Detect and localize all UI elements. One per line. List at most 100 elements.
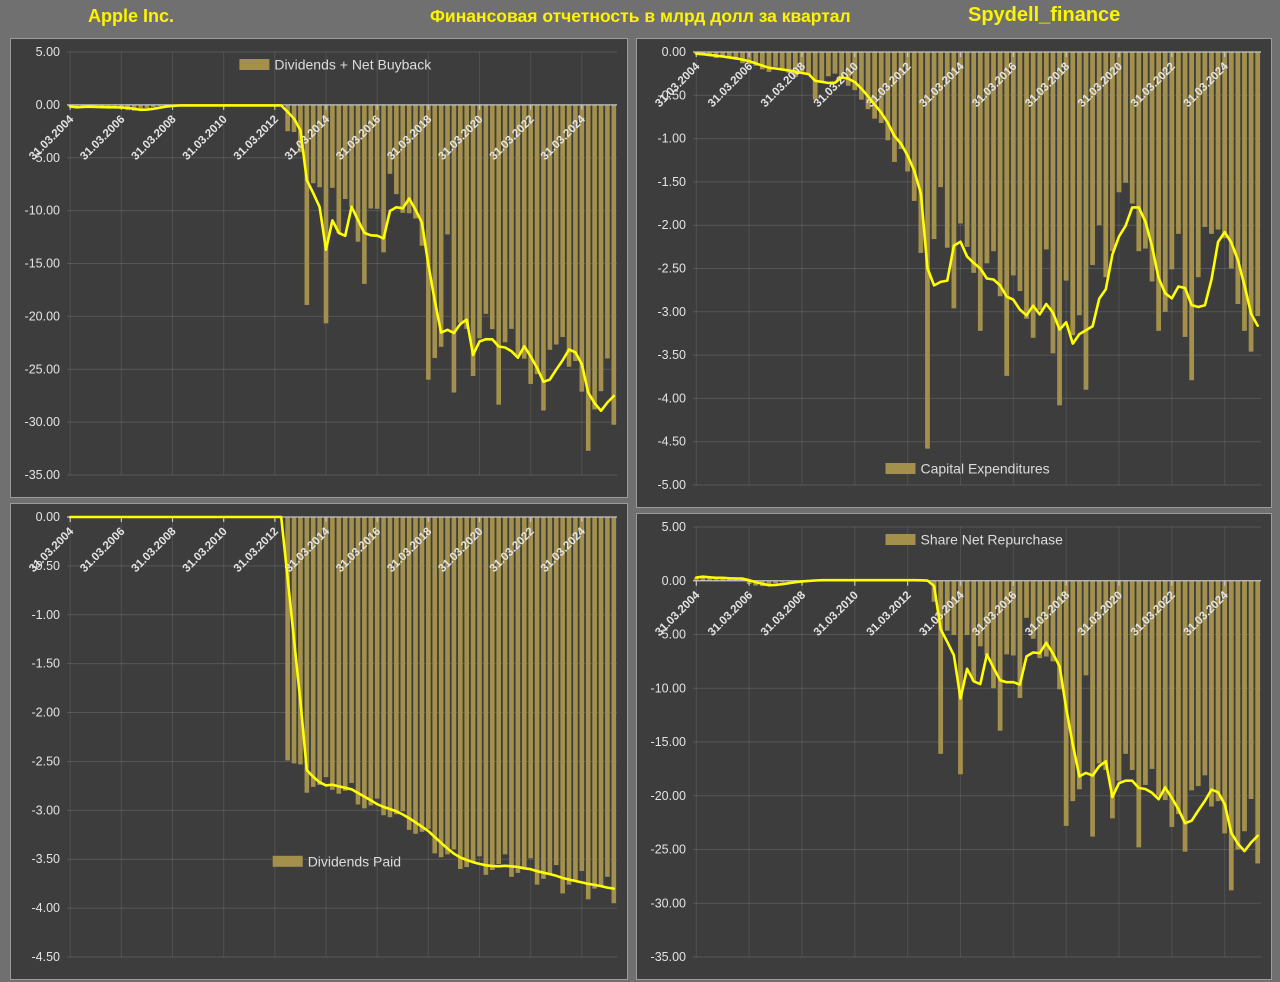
x-axis-label: 31.03.2010 <box>181 114 230 163</box>
legend-swatch <box>885 534 916 545</box>
y-axis-label: -0.50 <box>658 88 687 102</box>
bar <box>964 52 970 247</box>
bar <box>1076 580 1082 790</box>
bar <box>394 104 399 195</box>
x-axis-label: 31.03.2010 <box>812 589 861 638</box>
bar <box>400 104 406 213</box>
bar <box>585 104 591 451</box>
bar <box>693 577 699 581</box>
bar <box>898 52 904 149</box>
bar <box>1215 52 1221 230</box>
bar <box>304 517 310 793</box>
bar <box>971 52 977 273</box>
bar <box>438 517 444 858</box>
y-axis-label: -3.00 <box>658 305 687 319</box>
bar <box>547 517 553 875</box>
bar <box>598 104 604 392</box>
bar <box>1110 580 1115 819</box>
dividends-net-buyback-chart: 5.00 0.00 -5.00 -10.00 -15.00 -20.00 -25.00 -30… <box>25 45 617 482</box>
bar <box>958 580 963 775</box>
bar <box>1057 52 1062 406</box>
bar <box>1024 52 1029 319</box>
bar <box>605 517 610 877</box>
bar <box>470 104 476 377</box>
bar <box>1129 52 1135 204</box>
y-axis-label: 0.00 <box>36 510 60 524</box>
bar <box>1202 52 1208 227</box>
bar <box>1076 52 1082 316</box>
bar <box>387 104 393 174</box>
chart-panel-dividends-paid: 0.00 -0.50 -1.00 -1.50 -2.00 -2.50 -3.00 -3.50 -… <box>10 503 628 980</box>
bar <box>878 52 884 124</box>
bar <box>1235 52 1241 305</box>
bar <box>1050 52 1056 354</box>
bar <box>1195 52 1201 278</box>
bar <box>515 104 521 355</box>
bar <box>1162 580 1168 801</box>
legend: Dividends Paid <box>272 853 401 869</box>
bar <box>951 580 957 636</box>
x-axis-label: 31.03.2010 <box>181 526 230 575</box>
bar <box>419 517 425 832</box>
bar <box>1176 52 1181 234</box>
y-axis-label: -5.00 <box>32 151 61 165</box>
y-axis-label: -20.00 <box>651 789 686 803</box>
bar <box>400 517 406 812</box>
bar <box>1090 580 1095 837</box>
bar <box>489 104 495 330</box>
bar <box>566 104 572 367</box>
bar <box>464 517 470 868</box>
legend-label: Dividends Paid <box>308 853 401 869</box>
channel-name: Spydell_finance <box>968 4 1121 26</box>
bar <box>605 104 610 359</box>
bar <box>1116 580 1122 781</box>
bar <box>812 52 818 100</box>
bar <box>1215 580 1221 802</box>
x-axis-label: 31.03.2012 <box>232 526 281 575</box>
bar <box>1189 580 1195 791</box>
bar <box>806 52 811 75</box>
bar <box>964 580 970 636</box>
bar <box>151 104 156 107</box>
bar <box>740 52 745 64</box>
bar <box>310 104 316 184</box>
gridlines <box>67 517 617 958</box>
bar <box>1030 580 1036 639</box>
bar <box>766 580 772 586</box>
bar <box>911 52 917 201</box>
bar <box>938 580 944 754</box>
bar <box>528 104 533 384</box>
bar <box>766 52 772 72</box>
y-axis-label: -35.00 <box>651 950 686 964</box>
bar <box>285 104 290 132</box>
gridlines <box>67 51 617 476</box>
bar <box>720 52 726 58</box>
legend: Share Net Repurchase <box>885 532 1063 548</box>
bar <box>541 517 546 879</box>
bar <box>971 580 977 681</box>
x-axis-label: 31.03.2006 <box>78 526 127 575</box>
bar <box>779 52 785 71</box>
bar <box>839 52 844 79</box>
y-axis-label: -3.50 <box>32 852 61 866</box>
y-axis-label: -4.50 <box>658 435 687 449</box>
bar <box>566 517 572 885</box>
bar <box>1202 580 1208 776</box>
y-axis-label: -5.00 <box>658 478 687 492</box>
bar <box>931 52 937 240</box>
y-axis-label: -20.00 <box>25 309 60 323</box>
y-axis-label: -10.00 <box>25 204 60 218</box>
bar <box>413 104 418 219</box>
bar <box>977 580 983 647</box>
bars-series <box>67 104 617 451</box>
bar <box>336 104 342 234</box>
bar <box>746 52 752 65</box>
bar <box>298 517 303 765</box>
bar <box>406 517 412 830</box>
chart-panel-dividends-net-buyback: 5.00 0.00 -5.00 -10.00 -15.00 -20.00 -25.00 -30… <box>10 38 628 498</box>
bar <box>991 580 996 689</box>
bar <box>317 104 322 188</box>
bar <box>445 517 450 855</box>
bar <box>1063 52 1069 281</box>
bar <box>483 517 489 875</box>
